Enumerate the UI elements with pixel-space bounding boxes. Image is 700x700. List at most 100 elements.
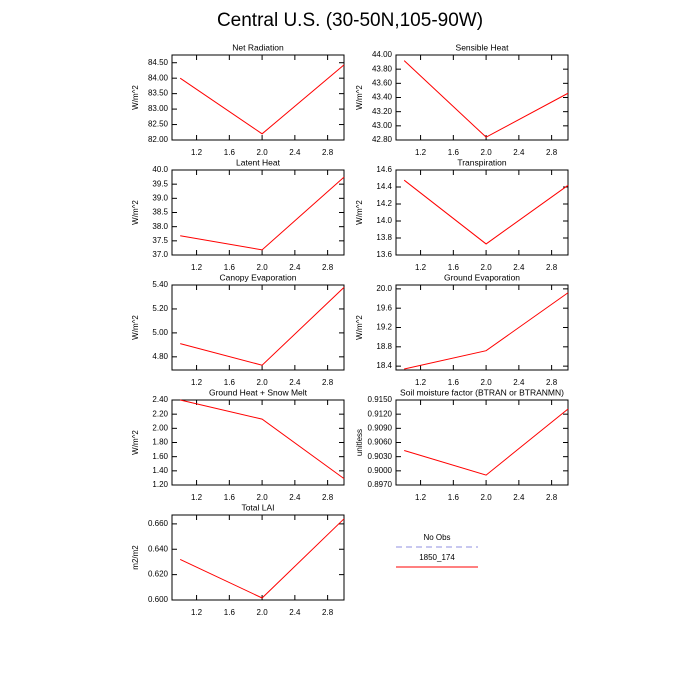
y-tick-label: 43.00 (372, 121, 393, 130)
y-tick-label: 0.9150 (368, 395, 393, 404)
y-tick-label: 84.50 (148, 58, 169, 67)
y-tick-label: 14.4 (376, 182, 392, 191)
x-tick-label: 1.6 (448, 378, 460, 387)
y-axis-label: m2/m2 (131, 545, 140, 570)
y-tick-label: 2.00 (152, 423, 168, 432)
x-tick-label: 2.8 (322, 378, 334, 387)
x-tick-label: 2.8 (322, 263, 334, 272)
y-axis-label: W/m^2 (131, 85, 140, 110)
y-tick-label: 83.00 (148, 104, 169, 113)
y-tick-label: 0.9060 (368, 438, 393, 447)
y-tick-label: 43.60 (372, 78, 393, 87)
y-tick-label: 2.20 (152, 409, 168, 418)
x-tick-label: 2.4 (513, 493, 525, 502)
figure-title: Central U.S. (30-50N,105-90W) (217, 10, 483, 31)
data-line (403, 60, 569, 138)
x-tick-label: 2.8 (322, 148, 334, 157)
data-line (180, 176, 345, 251)
x-tick-label: 1.6 (224, 148, 236, 157)
x-tick-label: 1.2 (415, 378, 427, 387)
y-tick-label: 1.20 (152, 480, 168, 489)
x-tick-label: 2.8 (546, 263, 558, 272)
x-tick-label: 1.2 (415, 148, 427, 157)
y-tick-label: 18.8 (376, 342, 392, 351)
x-tick-label: 1.2 (415, 493, 427, 502)
plot-frame (171, 54, 345, 141)
y-tick-label: 14.2 (376, 199, 392, 208)
y-tick-label: 1.80 (152, 438, 168, 447)
y-tick-label: 0.660 (148, 519, 169, 528)
y-tick-label: 84.00 (148, 73, 169, 82)
x-tick-label: 2.0 (257, 148, 269, 157)
y-tick-label: 43.40 (372, 93, 393, 102)
y-tick-label: 0.9090 (368, 423, 393, 432)
x-tick-label: 2.8 (546, 378, 558, 387)
x-tick-label: 1.6 (224, 263, 236, 272)
y-tick-label: 13.6 (376, 250, 392, 259)
y-axis-label: W/m^2 (355, 200, 364, 225)
y-tick-label: 42.80 (372, 135, 393, 144)
x-tick-label: 1.6 (224, 493, 236, 502)
y-tick-label: 18.4 (376, 361, 392, 370)
x-tick-label: 2.8 (546, 493, 558, 502)
y-axis-label: W/m^2 (131, 315, 140, 340)
x-tick-label: 2.0 (257, 263, 269, 272)
panel-title: Latent Heat (236, 157, 281, 167)
y-axis-label: W/m^2 (131, 430, 140, 455)
y-tick-label: 5.00 (152, 328, 168, 337)
x-tick-label: 2.0 (257, 493, 269, 502)
y-axis-label: W/m^2 (355, 315, 364, 340)
y-tick-label: 0.9000 (368, 466, 393, 475)
y-tick-label: 43.80 (372, 64, 393, 73)
y-tick-label: 4.80 (152, 352, 168, 361)
x-tick-label: 2.8 (322, 493, 334, 502)
plot-frame (395, 169, 569, 256)
y-tick-label: 1.60 (152, 452, 168, 461)
y-axis-label: W/m^2 (355, 85, 364, 110)
panel-title: Net Radiation (232, 42, 284, 52)
y-axis-label: W/m^2 (131, 200, 140, 225)
y-tick-label: 20.0 (376, 284, 392, 293)
y-tick-label: 38.5 (152, 208, 168, 217)
y-tick-label: 1.40 (152, 466, 168, 475)
x-tick-label: 2.4 (289, 493, 301, 502)
y-tick-label: 82.50 (148, 120, 169, 129)
x-tick-label: 2.0 (481, 493, 493, 502)
y-tick-label: 82.00 (148, 135, 169, 144)
data-line (404, 408, 569, 476)
x-tick-label: 1.2 (191, 148, 203, 157)
y-axis-label: unitless (355, 429, 364, 456)
x-tick-label: 1.2 (191, 608, 203, 617)
data-line (179, 64, 345, 135)
data-line (403, 179, 569, 245)
panel-title: Ground Heat + Snow Melt (209, 387, 308, 397)
y-tick-label: 39.0 (152, 193, 168, 202)
y-tick-label: 0.8970 (368, 480, 393, 489)
legend-label: No Obs (423, 533, 450, 542)
x-tick-label: 2.0 (257, 608, 269, 617)
y-tick-label: 0.600 (148, 595, 169, 604)
y-tick-label: 37.0 (152, 250, 168, 259)
y-tick-label: 0.9030 (368, 452, 393, 461)
y-tick-label: 37.5 (152, 236, 168, 245)
x-tick-label: 1.2 (191, 263, 203, 272)
y-tick-label: 13.8 (376, 233, 392, 242)
y-tick-label: 14.0 (376, 216, 392, 225)
x-tick-label: 1.6 (448, 263, 460, 272)
x-tick-label: 2.8 (322, 608, 334, 617)
x-tick-label: 2.4 (289, 148, 301, 157)
y-tick-label: 5.20 (152, 304, 168, 313)
x-tick-label: 2.0 (481, 263, 493, 272)
y-tick-label: 38.0 (152, 222, 168, 231)
panel-title: Total LAI (241, 502, 274, 512)
panel-title: Canopy Evaporation (219, 272, 296, 282)
x-tick-label: 2.4 (289, 378, 301, 387)
x-tick-label: 1.6 (224, 378, 236, 387)
y-tick-label: 44.00 (372, 50, 393, 59)
data-line (179, 518, 345, 599)
y-tick-label: 5.40 (152, 280, 168, 289)
y-tick-label: 40.0 (152, 165, 168, 174)
plot-frame (171, 284, 345, 371)
data-line (180, 399, 345, 480)
